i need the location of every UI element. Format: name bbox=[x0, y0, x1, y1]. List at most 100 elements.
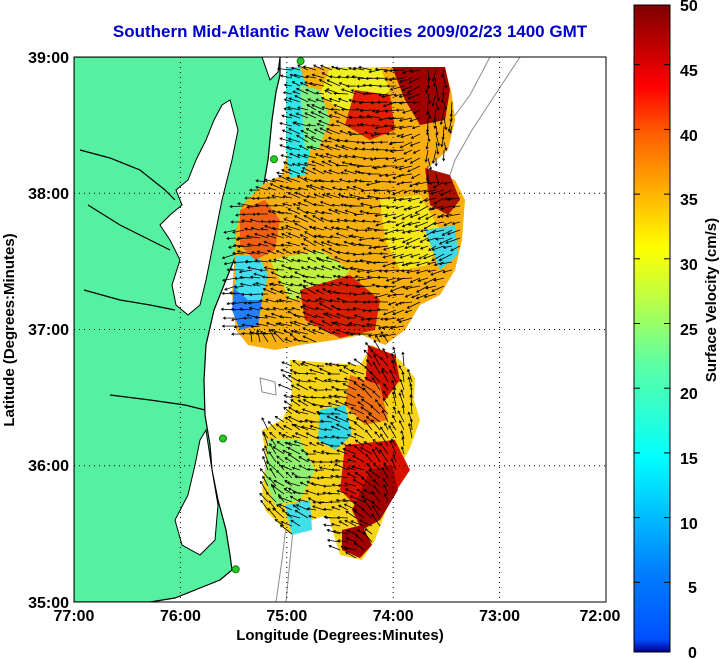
velocity-arrow bbox=[407, 221, 421, 226]
velocity-arrow bbox=[381, 367, 389, 375]
velocity-arrow bbox=[255, 179, 269, 183]
velocity-arrow bbox=[356, 269, 373, 273]
velocity-arrow bbox=[350, 465, 365, 471]
velocity-arrow bbox=[401, 371, 405, 383]
velocity-arrow bbox=[442, 245, 453, 249]
velocity-arrow bbox=[274, 518, 285, 527]
velocity-arrow bbox=[282, 374, 293, 383]
velocity-arrow bbox=[378, 403, 389, 415]
velocity-arrow bbox=[441, 85, 445, 96]
velocity-arrow bbox=[294, 509, 309, 519]
velocity-arrow bbox=[260, 499, 269, 511]
velocity-arrow bbox=[348, 162, 365, 167]
velocity-arrow bbox=[355, 140, 365, 144]
velocity-arrow bbox=[349, 193, 365, 199]
velocity-arrow bbox=[321, 248, 333, 255]
velocity-arrow bbox=[359, 446, 373, 455]
velocity-arrow bbox=[291, 434, 301, 439]
velocity-arrow bbox=[412, 100, 421, 105]
velocity-arrow bbox=[379, 442, 389, 455]
velocity-arrow bbox=[291, 162, 301, 167]
velocity-arrow bbox=[353, 433, 365, 439]
velocity-arrow bbox=[260, 480, 269, 495]
velocity-arrow bbox=[263, 266, 277, 271]
velocity-arrow bbox=[318, 297, 333, 303]
velocity-arrow bbox=[404, 293, 413, 298]
velocity-arrow bbox=[383, 285, 397, 289]
velocity-arrow bbox=[420, 229, 429, 233]
velocity-arrow bbox=[335, 423, 349, 431]
colorbar-tick-label: 30 bbox=[680, 257, 698, 274]
velocity-arrow bbox=[431, 205, 445, 211]
velocity-arrow bbox=[309, 184, 325, 191]
velocity-arrow bbox=[279, 290, 293, 295]
velocity-arrow bbox=[267, 186, 277, 191]
velocity-arrow bbox=[335, 232, 349, 239]
velocity-arrow bbox=[334, 463, 349, 471]
velocity-arrow bbox=[407, 422, 413, 439]
velocity-arrow bbox=[323, 170, 333, 175]
velocity-arrow bbox=[290, 394, 301, 399]
velocity-arrow bbox=[267, 210, 277, 215]
velocity-arrow bbox=[425, 213, 437, 220]
velocity-arrow bbox=[305, 489, 317, 495]
velocity-arrow bbox=[398, 392, 405, 407]
velocity-arrow bbox=[401, 229, 413, 234]
velocity-arrow bbox=[289, 495, 301, 503]
velocity-arrow bbox=[403, 205, 413, 211]
velocity-arrow bbox=[431, 93, 437, 107]
velocity-arrow bbox=[411, 125, 421, 130]
velocity-arrow bbox=[283, 107, 293, 111]
velocity-arrow bbox=[303, 215, 317, 223]
velocity-arrow bbox=[355, 417, 365, 423]
velocity-arrow bbox=[308, 514, 317, 519]
velocity-arrow bbox=[299, 291, 309, 295]
velocity-arrow bbox=[270, 271, 285, 279]
velocity-arrow bbox=[385, 277, 397, 282]
velocity-arrow bbox=[306, 265, 317, 271]
velocity-arrow bbox=[323, 523, 333, 527]
velocity-arrow bbox=[313, 193, 325, 199]
velocity-arrow bbox=[445, 213, 461, 218]
velocity-arrow bbox=[312, 249, 325, 255]
velocity-arrow bbox=[280, 521, 293, 527]
velocity-arrow bbox=[234, 285, 245, 289]
velocity-arrow bbox=[287, 106, 301, 111]
velocity-arrow bbox=[404, 245, 413, 250]
velocity-arrow bbox=[443, 101, 447, 111]
velocity-arrow bbox=[431, 149, 437, 164]
velocity-arrow bbox=[312, 64, 325, 71]
velocity-arrow bbox=[431, 229, 445, 234]
velocity-arrow bbox=[361, 147, 373, 151]
velocity-arrow bbox=[359, 258, 373, 263]
velocity-arrow bbox=[343, 391, 357, 399]
velocity-arrow bbox=[414, 221, 429, 228]
velocity-arrow bbox=[232, 229, 245, 234]
velocity-arrow bbox=[273, 480, 285, 487]
velocity-arrow bbox=[331, 186, 341, 191]
velocity-arrow bbox=[373, 189, 389, 193]
velocity-arrow bbox=[302, 395, 317, 399]
velocity-arrow bbox=[320, 475, 333, 480]
velocity-arrow bbox=[255, 185, 269, 191]
velocity-arrow bbox=[287, 442, 301, 447]
velocity-arrow bbox=[336, 312, 349, 319]
velocity-arrow bbox=[309, 145, 325, 151]
velocity-arrow bbox=[260, 227, 269, 231]
velocity-arrow bbox=[384, 148, 397, 152]
velocity-arrow bbox=[338, 520, 349, 527]
velocity-arrow bbox=[373, 300, 389, 304]
velocity-arrow bbox=[372, 245, 389, 250]
velocity-arrow bbox=[450, 245, 461, 252]
velocity-arrow bbox=[345, 226, 357, 231]
velocity-arrow bbox=[274, 416, 285, 423]
velocity-arrow bbox=[255, 281, 269, 287]
velocity-arrow bbox=[350, 242, 365, 247]
velocity-arrow bbox=[432, 109, 437, 124]
velocity-arrow bbox=[408, 77, 421, 84]
velocity-arrow bbox=[276, 171, 285, 175]
velocity-arrow bbox=[318, 302, 333, 311]
velocity-arrow bbox=[287, 266, 301, 271]
velocity-arrow bbox=[329, 75, 341, 79]
velocity-arrow bbox=[343, 377, 357, 383]
